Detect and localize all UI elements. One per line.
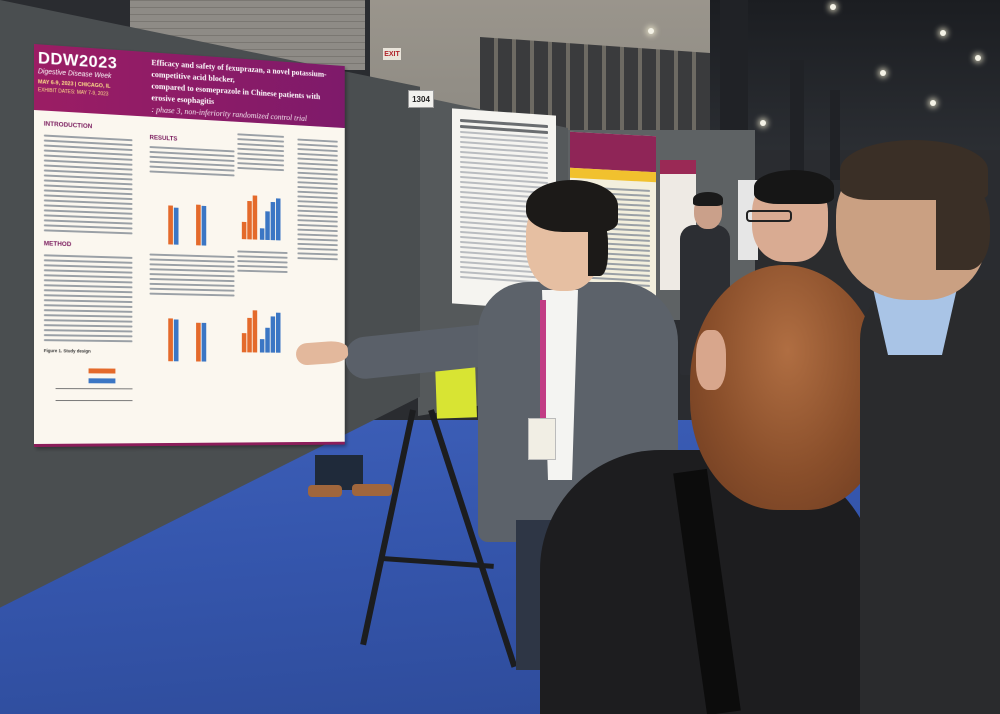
- exit-sign: EXIT: [383, 48, 401, 60]
- bar-chart-4: [240, 304, 292, 353]
- bar-chart-1: [165, 196, 220, 247]
- ceiling-light-icon: [648, 28, 654, 34]
- ceiling-light-icon: [940, 30, 946, 36]
- section-method: METHOD: [44, 240, 71, 248]
- ceiling-light-icon: [880, 70, 886, 76]
- board-number: 1304: [408, 90, 434, 108]
- ceiling-light-icon: [760, 120, 766, 126]
- section-introduction: INTRODUCTION: [44, 121, 92, 131]
- poster-body: INTRODUCTION METHOD Figure 1. Study desi…: [34, 112, 345, 442]
- research-poster: DDW2023 Digestive Disease Week MAY 6-9, …: [34, 44, 345, 447]
- ceiling-light-icon: [830, 4, 836, 10]
- section-results: RESULTS: [150, 134, 178, 142]
- name-badge: [528, 418, 556, 460]
- pillar: [830, 90, 840, 180]
- ceiling-light-icon: [930, 100, 936, 106]
- ceiling-light-icon: [975, 55, 981, 61]
- pillar: [790, 60, 804, 180]
- bar-chart-3: [240, 191, 292, 241]
- bar-chart-2: [165, 312, 220, 361]
- lanyard: [540, 300, 546, 420]
- figure-caption: Figure 1. Study design: [44, 348, 91, 353]
- poster-title: Efficacy and safety of fexuprazan, a nov…: [151, 56, 341, 126]
